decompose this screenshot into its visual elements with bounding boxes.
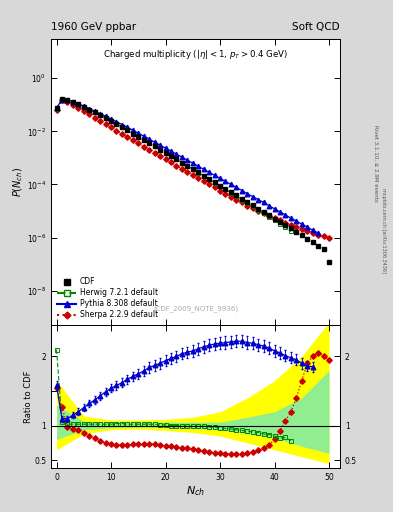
Text: mcplots.cern.ch [arXiv:1306.3436]: mcplots.cern.ch [arXiv:1306.3436] — [381, 188, 386, 273]
Y-axis label: $P(N_{ch})$: $P(N_{ch})$ — [12, 167, 26, 197]
Text: 1960 GeV ppbar: 1960 GeV ppbar — [51, 22, 136, 32]
Y-axis label: Ratio to CDF: Ratio to CDF — [24, 371, 33, 423]
Text: (CDF_2009_NOTE_9936): (CDF_2009_NOTE_9936) — [153, 306, 238, 312]
Text: Soft QCD: Soft QCD — [292, 22, 340, 32]
X-axis label: $N_{ch}$: $N_{ch}$ — [186, 484, 205, 498]
Legend: CDF, Herwig 7.2.1 default, Pythia 8.308 default, Sherpa 2.2.9 default: CDF, Herwig 7.2.1 default, Pythia 8.308 … — [55, 275, 161, 322]
Text: Rivet 3.1.10, ≥ 2.9M events: Rivet 3.1.10, ≥ 2.9M events — [373, 125, 378, 202]
Text: Charged multiplicity ($|\eta| < 1$, $p_T > 0.4$ GeV): Charged multiplicity ($|\eta| < 1$, $p_T… — [103, 48, 288, 60]
